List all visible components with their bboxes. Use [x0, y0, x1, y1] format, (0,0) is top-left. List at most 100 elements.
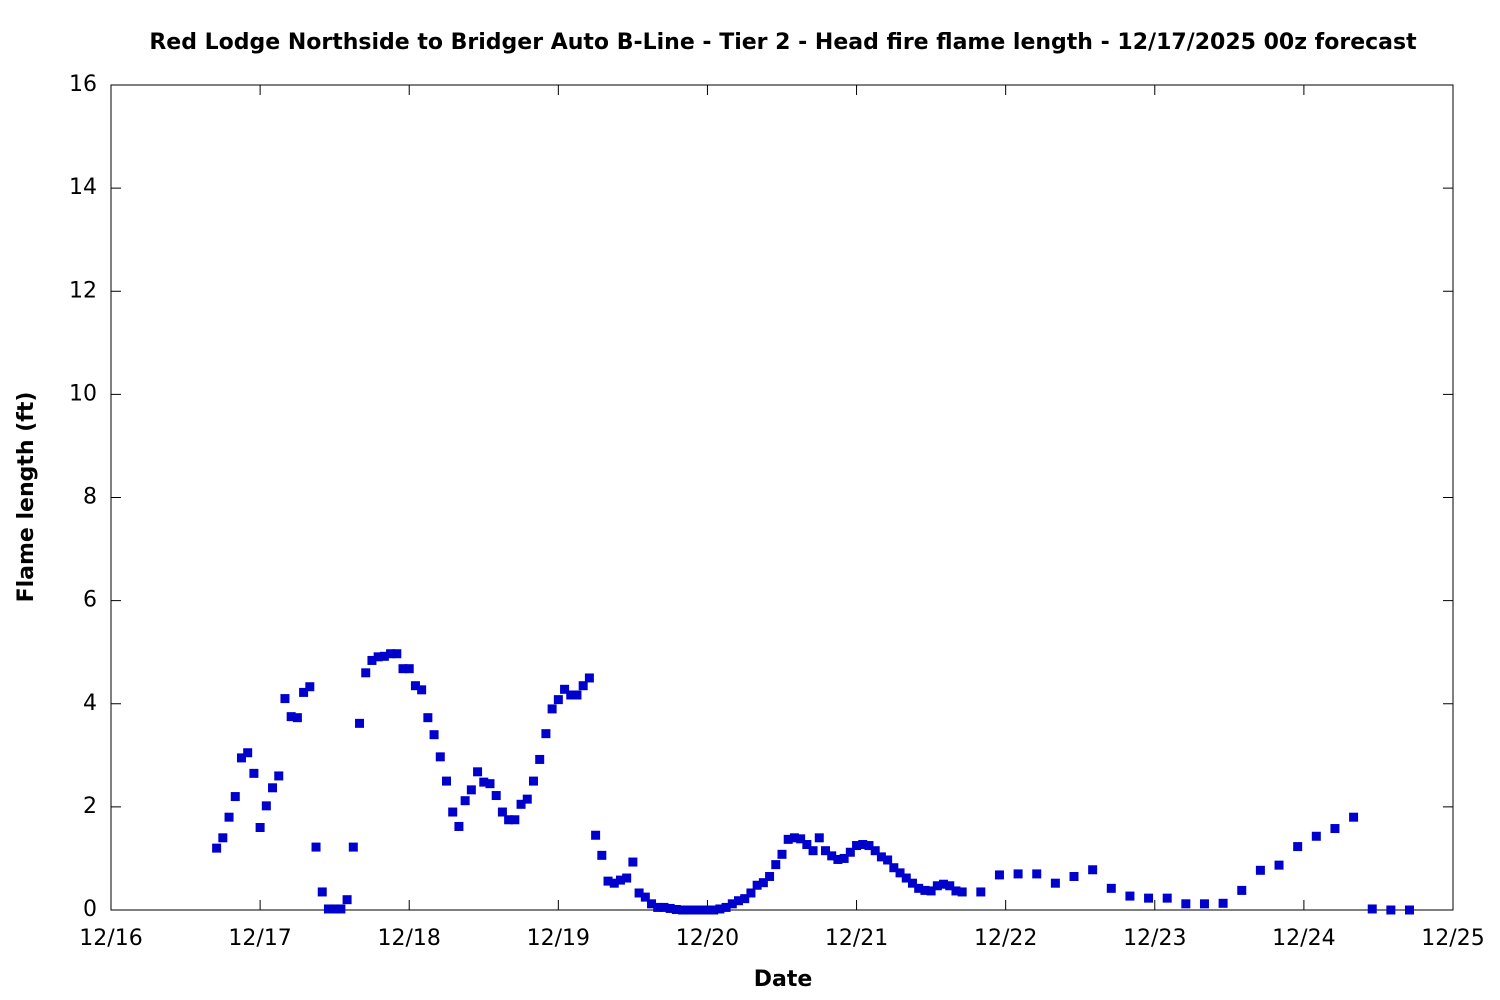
- point: [268, 783, 278, 793]
- point: [541, 729, 551, 739]
- point: [852, 841, 862, 851]
- point: [864, 841, 874, 851]
- point: [920, 885, 930, 895]
- point: [876, 852, 886, 862]
- point: [696, 905, 706, 915]
- point: [578, 681, 588, 691]
- point: [212, 843, 222, 853]
- point: [957, 887, 967, 897]
- point: [994, 870, 1004, 880]
- point: [1106, 883, 1116, 893]
- point: [647, 899, 657, 909]
- point: [1293, 842, 1303, 852]
- point: [497, 807, 507, 817]
- point: [603, 876, 613, 886]
- x-tick-label: 12/22: [974, 926, 1037, 951]
- point: [1088, 865, 1098, 875]
- x-tick-label: 12/19: [527, 926, 590, 951]
- y-tick-label: 2: [83, 794, 97, 819]
- point: [442, 776, 451, 786]
- point: [615, 875, 625, 885]
- point: [833, 854, 843, 864]
- point: [1069, 871, 1079, 881]
- point: [473, 767, 483, 777]
- point: [311, 842, 321, 852]
- point: [1144, 893, 1154, 903]
- y-tick-label: 8: [83, 485, 97, 510]
- point: [528, 776, 538, 786]
- point: [336, 904, 346, 914]
- point: [671, 904, 681, 914]
- point: [547, 704, 557, 714]
- point: [386, 649, 396, 659]
- point: [510, 815, 520, 825]
- y-tick-label: 12: [69, 278, 97, 303]
- y-tick-label: 6: [83, 588, 97, 613]
- point: [771, 860, 781, 870]
- point: [727, 899, 737, 909]
- point: [845, 847, 855, 857]
- point: [348, 842, 358, 852]
- point: [466, 785, 476, 795]
- point: [243, 748, 253, 758]
- point: [634, 888, 644, 898]
- y-tick-label: 14: [69, 175, 97, 200]
- point: [1255, 865, 1265, 875]
- point: [410, 681, 420, 691]
- point: [299, 687, 309, 697]
- point: [423, 713, 433, 723]
- point: [553, 695, 563, 705]
- point: [1125, 891, 1135, 901]
- x-tick-label: 12/18: [378, 926, 441, 951]
- point: [684, 905, 694, 915]
- point: [1237, 885, 1247, 895]
- point: [659, 902, 669, 912]
- point: [429, 730, 439, 740]
- point: [224, 812, 234, 822]
- point: [734, 896, 744, 906]
- point: [740, 894, 750, 904]
- point: [1274, 860, 1284, 870]
- point: [560, 684, 570, 694]
- point: [702, 905, 712, 915]
- point: [584, 673, 594, 683]
- point: [839, 853, 849, 863]
- point: [236, 753, 246, 763]
- x-tick-label: 12/24: [1272, 926, 1335, 951]
- point: [342, 895, 352, 905]
- point: [653, 902, 663, 912]
- x-tick-label: 12/23: [1123, 926, 1186, 951]
- point: [535, 754, 545, 764]
- point: [274, 771, 284, 781]
- point: [926, 886, 936, 896]
- y-tick-label: 10: [69, 381, 97, 406]
- y-tick-label: 4: [83, 691, 97, 716]
- point: [491, 791, 501, 801]
- point: [572, 690, 582, 700]
- point: [976, 887, 986, 897]
- point: [939, 879, 949, 889]
- point: [907, 878, 917, 888]
- point: [895, 868, 905, 878]
- point: [1386, 905, 1396, 915]
- point: [417, 685, 427, 695]
- x-tick-label: 12/25: [1421, 926, 1484, 951]
- point: [373, 652, 383, 662]
- point: [261, 801, 271, 811]
- y-axis-label: Flame length (ft): [14, 392, 39, 603]
- point: [398, 664, 408, 674]
- point: [460, 796, 470, 806]
- point: [1181, 899, 1191, 909]
- point: [454, 821, 464, 831]
- point: [802, 840, 812, 850]
- point: [665, 903, 675, 913]
- point: [678, 905, 688, 915]
- point: [286, 712, 296, 722]
- point: [709, 905, 719, 915]
- chart-title: Red Lodge Northside to Bridger Auto B-Li…: [149, 30, 1417, 55]
- point: [522, 794, 532, 804]
- point: [721, 902, 731, 912]
- point: [914, 883, 924, 893]
- point: [820, 846, 830, 856]
